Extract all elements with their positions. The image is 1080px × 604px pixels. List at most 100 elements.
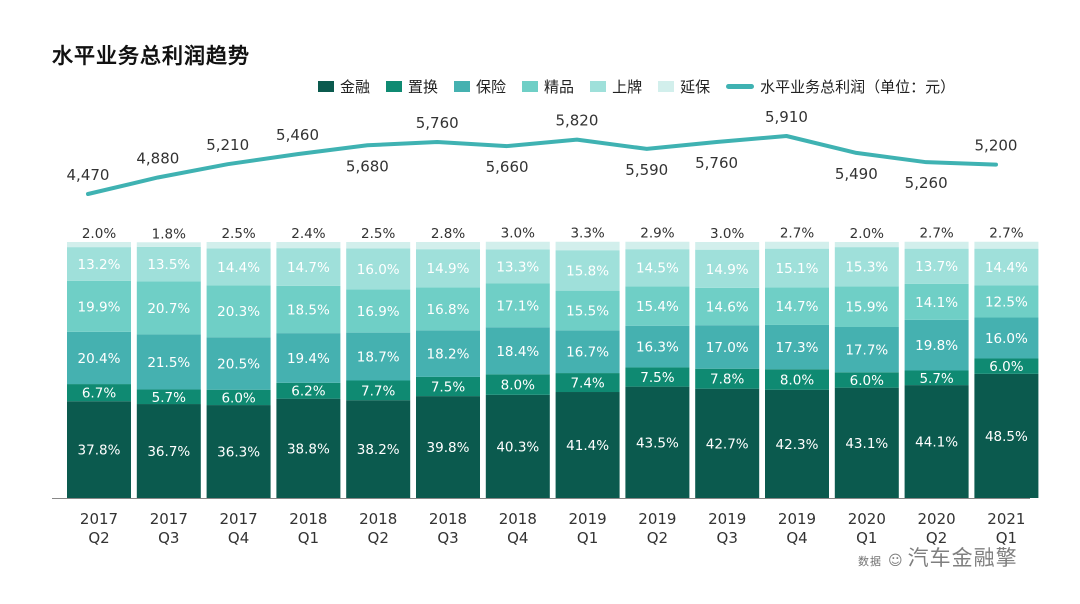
bar-segment — [206, 337, 271, 390]
bar-data-label: 15.4% — [636, 299, 679, 315]
line-data-label: 5,460 — [276, 126, 319, 144]
bar-segment — [974, 317, 1039, 359]
bar-data-label: 18.2% — [427, 347, 470, 363]
bar-segment — [834, 247, 899, 287]
bar-segment — [67, 331, 131, 385]
bar-segment — [416, 249, 480, 288]
legend-swatch-warranty — [658, 81, 675, 92]
bar-data-label: 14.9% — [427, 261, 470, 277]
bar-segment — [206, 405, 271, 498]
bar-data-label: 2.0% — [850, 226, 884, 242]
bar-segment — [834, 326, 899, 373]
bar-segment — [416, 396, 480, 498]
bar-segment — [67, 384, 131, 402]
x-tick-label: 2018 — [429, 510, 467, 528]
bar-segment — [834, 372, 899, 388]
bar-segment — [765, 389, 829, 498]
line-data-label: 4,470 — [67, 166, 110, 184]
bar-data-label: 1.8% — [152, 226, 186, 242]
bar-data-label: 36.7% — [147, 444, 190, 460]
line-data-label: 5,820 — [555, 112, 598, 130]
bar-segment — [834, 242, 899, 248]
bar-data-label: 6.0% — [850, 373, 884, 389]
x-tick-label: Q3 — [158, 529, 179, 547]
legend-swatch-finance — [318, 81, 334, 92]
bar-segment — [904, 319, 969, 371]
bar-data-label: 17.0% — [706, 340, 749, 356]
bar-segment — [346, 332, 411, 381]
bar-segment — [346, 400, 411, 498]
bar-segment — [695, 368, 760, 389]
x-tick-label: Q2 — [926, 529, 947, 547]
legend-item-accessories: 精品 — [522, 76, 574, 97]
bar-segment — [834, 286, 899, 327]
bar-segment — [206, 285, 271, 338]
bar-data-label: 21.5% — [147, 355, 190, 371]
bar-segment — [555, 373, 620, 393]
x-tick-label: 2017 — [150, 510, 188, 528]
bar-data-label: 14.9% — [706, 262, 749, 278]
legend-label-finance: 金融 — [340, 78, 371, 96]
legend-label-accessories: 精品 — [544, 78, 575, 96]
line-data-label: 5,490 — [835, 165, 878, 183]
bar-data-label: 7.5% — [640, 370, 674, 386]
chart-title: 水平业务总利润趋势 — [52, 44, 250, 68]
bar-data-label: 3.0% — [710, 226, 744, 242]
bar-segment — [67, 401, 131, 498]
bar-data-label: 43.5% — [636, 435, 679, 451]
bar-data-label: 39.8% — [427, 440, 470, 456]
bar-data-label: 16.0% — [357, 262, 400, 278]
line-data-label: 5,760 — [695, 154, 738, 172]
bar-data-label: 7.8% — [710, 372, 744, 388]
watermark-source: 数据 — [858, 555, 882, 568]
bar-segment — [765, 241, 829, 249]
bar-segment — [206, 248, 271, 286]
x-tick-label: Q2 — [368, 529, 389, 547]
bar-data-label: 18.4% — [496, 344, 539, 360]
bar-data-label: 2.5% — [221, 226, 255, 242]
bar-segment — [136, 334, 201, 390]
bar-segment — [625, 249, 690, 287]
bar-segment — [276, 242, 341, 249]
bar-segment — [695, 242, 760, 250]
line-data-label: 5,760 — [416, 114, 459, 132]
bar-segment — [555, 290, 620, 331]
bar-segment — [206, 242, 271, 249]
total-profit-line — [86, 134, 998, 196]
bar-segment — [276, 398, 341, 498]
bar-segment — [625, 286, 690, 326]
legend-swatch-insurance — [454, 81, 471, 92]
x-tick-label: Q3 — [717, 529, 738, 547]
bar-segment — [276, 248, 341, 286]
x-tick-label: Q4 — [507, 529, 528, 547]
bar-segment — [416, 330, 480, 377]
bar-segment — [625, 241, 690, 250]
x-tick-label: 2018 — [499, 510, 537, 528]
bar-segment — [416, 287, 480, 331]
bar-data-label: 41.4% — [566, 438, 609, 454]
x-tick-label: Q2 — [647, 529, 668, 547]
bar-data-label: 14.7% — [776, 299, 819, 315]
legend-swatch-tradein — [386, 81, 403, 92]
bar-segment — [485, 283, 550, 328]
bar-segment — [67, 247, 131, 281]
line-data-label: 4,880 — [136, 149, 179, 167]
bar-data-label: 6.0% — [221, 390, 255, 406]
x-tick-label: Q1 — [298, 529, 319, 547]
line-data-label: 5,910 — [765, 108, 808, 126]
bar-data-label: 42.3% — [776, 437, 819, 453]
bar-segment — [555, 250, 620, 291]
line-data-label: 5,260 — [905, 174, 948, 192]
bar-segment — [695, 287, 760, 326]
bar-segment — [485, 249, 550, 284]
bar-data-label: 3.3% — [570, 226, 604, 242]
bar-data-label: 5.7% — [152, 390, 186, 406]
bar-segment — [276, 333, 341, 383]
bar-segment — [485, 241, 550, 250]
bar-segment — [67, 280, 131, 332]
bar-segment — [974, 248, 1039, 286]
bar-data-label: 37.8% — [78, 443, 121, 459]
wechat-icon: ☺ — [888, 553, 904, 569]
bar-segment — [136, 246, 201, 282]
x-tick-label: Q4 — [228, 529, 249, 547]
